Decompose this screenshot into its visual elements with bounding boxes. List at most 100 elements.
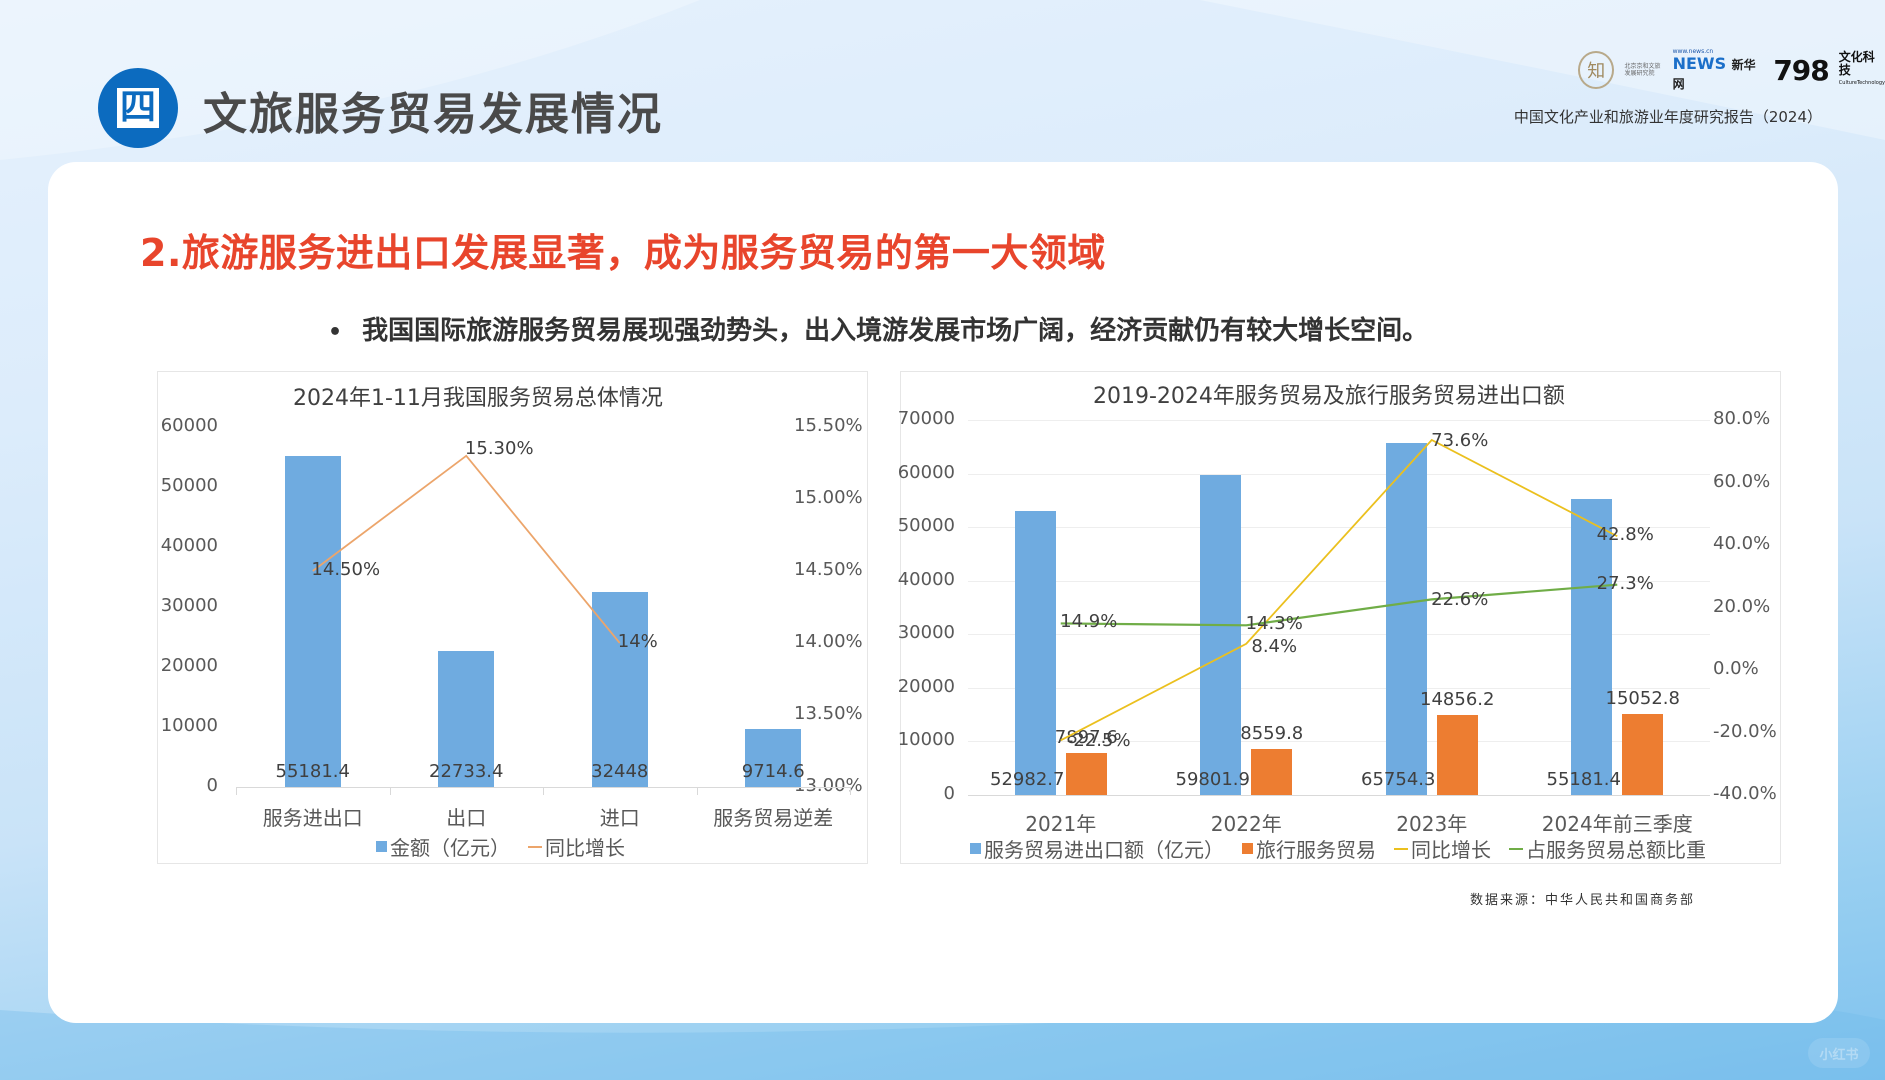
bar-data-label: 55181.4 [1546,769,1621,790]
legend-square-icon [970,843,981,854]
bar [1571,499,1613,795]
line-data-label: 8.4% [1251,635,1298,657]
y2-axis-tick: 40.0% [1713,533,1771,554]
y-axis-tick: 30000 [897,622,955,644]
xinhua-cn: 新华网 [1672,57,1756,91]
section-title: 2.旅游服务进出口发展显著，成为服务贸易的第一大领域 [140,231,1106,275]
summary-bullet: • 我国国际旅游服务贸易展现强劲势头，出入境游发展市场广阔，经济贡献仍有较大增长空… [328,310,1428,347]
xinhua-main: NEWS 新华网 [1672,53,1764,93]
seal-logo-text: 北京京和文旅发展研究院 [1624,63,1661,77]
bar [745,728,802,787]
line-data-label: 14% [617,631,658,652]
bar-data-label: 52982.7 [990,769,1065,790]
y2-axis-tick: 80.0% [1713,408,1771,429]
section-number-badge: 四 [98,68,178,148]
line-data-label: 14.3% [1245,613,1303,635]
line-series [1060,438,1618,742]
legend-label: 同比增长 [1411,838,1491,862]
y-axis-tick: 60000 [897,461,955,483]
gridline [968,687,1710,689]
x-axis-tick [850,787,851,795]
y-axis-tick: 20000 [897,675,955,697]
y2-axis-tick: 14.00% [794,631,863,652]
y2-axis-tick: 15.00% [794,487,863,508]
legend-item: 服务贸易进出口额（亿元） [970,834,1224,863]
bar [1014,511,1056,795]
y-axis-tick: 50000 [160,475,218,496]
section-number: 四 [117,88,159,128]
x-axis-category: 出口 [446,806,487,830]
legend-item: 同比增长 [528,832,625,861]
bar-data-label: 55181.4 [275,761,350,782]
report-name: 中国文化产业和旅游业年度研究报告（2024） [1513,108,1822,126]
y2-axis-tick: 15.50% [794,415,863,436]
chart-title: 2019-2024年服务贸易及旅行服务贸易进出口额 [1093,384,1565,409]
y-axis-tick: 40000 [897,568,955,590]
line-data-label: 22.6% [1431,589,1489,611]
y-axis-tick: 60000 [160,415,218,436]
bar [1251,749,1293,795]
bullet-text: 我国国际旅游服务贸易展现强劲势头，出入境游发展市场广阔，经济贡献仍有较大增长空间… [362,316,1429,346]
line-data-label: 14.9% [1060,611,1118,633]
y-axis-tick: 10000 [897,729,955,751]
y2-axis-tick: 0.0% [1713,658,1759,679]
data-source-note: 数据来源：中华人民共和国商务部 [1470,893,1696,908]
bar-data-label: 9714.6 [741,761,805,782]
legend-label: 占服务贸易总额比重 [1526,838,1706,862]
line-data-label: 42.8% [1596,524,1654,546]
seal-logo-icon: 知 [1578,51,1615,89]
bar-data-label: 32448 [591,761,649,782]
798-logo: 798 [1773,53,1829,87]
xinhua-logo: www.news.cn NEWS 新华网 [1673,48,1764,93]
x-axis-tick [236,787,237,795]
legend-line-icon [1509,847,1523,850]
y-axis-tick: 70000 [897,408,955,429]
x-axis-category: 2022年 [1210,812,1282,836]
bar-data-label: 8559.8 [1240,723,1304,745]
gridline [968,527,1710,529]
y-axis-tick: 40000 [160,535,218,556]
798-cn: 文化科技 [1838,49,1875,77]
line-data-label: 73.6% [1431,430,1489,451]
legend-label: 金额（亿元） [390,836,510,860]
chart-title: 2024年1-11月我国服务贸易总体情况 [293,386,663,411]
legend-square-icon [1242,843,1253,854]
bar-data-label: 15052.8 [1605,688,1680,710]
line-data-label: -22.5% [1066,730,1131,752]
line-data-label: 14.50% [311,559,381,580]
legend-item: 金额（亿元） [376,832,510,861]
legend-item: 占服务贸易总额比重 [1509,834,1706,863]
y-axis-tick: 0 [943,783,955,804]
y2-axis-tick: 13.00% [794,775,863,796]
gridline [968,741,1710,743]
798-en: CultureTechnology [1838,79,1885,86]
x-axis-tick [543,787,544,795]
bar [284,455,341,787]
gridline [968,420,1710,421]
y2-axis-tick: 13.50% [794,703,863,724]
y-axis-tick: 50000 [897,515,955,537]
y-axis-tick: 10000 [160,715,218,736]
y2-axis-tick: 60.0% [1713,470,1771,492]
xinhua-news: NEWS [1672,53,1727,73]
y2-axis-tick: -20.0% [1713,720,1777,742]
x-axis-category: 2021年 [1025,812,1097,836]
bar [1436,715,1478,795]
legend-line-icon [1394,847,1408,850]
y-axis-tick: 30000 [160,595,218,616]
x-axis-category: 2023年 [1396,812,1468,836]
line-data-label: 27.3% [1596,572,1654,594]
chart-legend: 服务贸易进出口额（亿元） 旅行服务贸易 同比增长 占服务贸易总额比重 [970,834,1706,863]
bar [591,592,648,787]
bar-data-label: 14856.2 [1420,689,1495,711]
line-data-label: 15.30% [464,437,534,459]
line-series [312,454,621,644]
line-series [1060,583,1618,627]
gridline [968,580,1710,582]
y-axis-tick: 20000 [160,655,218,676]
legend-label: 旅行服务贸易 [1256,838,1376,862]
legend-line-icon [528,845,542,848]
legend-item: 旅行服务贸易 [1242,834,1376,863]
